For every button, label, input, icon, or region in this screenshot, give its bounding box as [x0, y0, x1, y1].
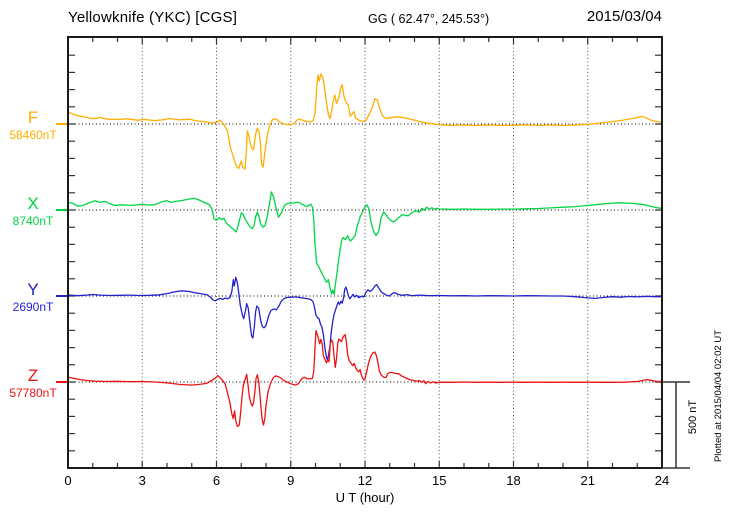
- component-letter-y: Y: [27, 280, 39, 299]
- x-tick-label-24: 24: [654, 473, 670, 488]
- scale-bar: [662, 381, 690, 469]
- station-title: Yellowknife (YKC) [CGS]: [68, 9, 238, 26]
- x-tick-label-18: 18: [506, 473, 521, 488]
- scale-bar-label: 500 nT: [687, 399, 699, 435]
- plotted-timestamp: Plotted at 2015/04/04 02:02 UT: [713, 329, 724, 463]
- component-label-y: Y 2690nT: [2, 281, 64, 314]
- component-letter-z: Z: [27, 366, 39, 385]
- x-tick-label-3: 3: [138, 473, 146, 488]
- component-baseline-z: 57780nT: [9, 386, 57, 400]
- plot-date: 2015/03/04: [586, 8, 662, 25]
- component-baseline-x: 8740nT: [12, 214, 54, 228]
- component-label-f: F 58460nT: [2, 109, 64, 142]
- x-tick-label-12: 12: [357, 473, 373, 488]
- geographic-coords: GG ( 62.47°, 245.53°): [368, 12, 490, 26]
- trace-Z: [67, 330, 663, 428]
- trace-F: [67, 73, 663, 170]
- x-tick-label-15: 15: [432, 473, 447, 488]
- component-letter-f: F: [27, 108, 39, 127]
- x-tick-label-6: 6: [212, 473, 221, 488]
- component-letter-x: X: [27, 194, 39, 213]
- x-tick-label-9: 9: [287, 473, 295, 488]
- component-baseline-y: 2690nT: [12, 300, 54, 314]
- x-axis-label: U T (hour): [335, 490, 395, 505]
- x-tick-label-0: 0: [64, 473, 72, 488]
- component-baseline-f: 58460nT: [9, 128, 57, 142]
- trace-X: [67, 191, 663, 295]
- x-tick-label-21: 21: [580, 473, 595, 488]
- trace-Y: [67, 276, 663, 361]
- plot-frame: [67, 36, 663, 469]
- component-label-x: X 8740nT: [2, 195, 64, 228]
- component-label-z: Z 57780nT: [2, 367, 64, 400]
